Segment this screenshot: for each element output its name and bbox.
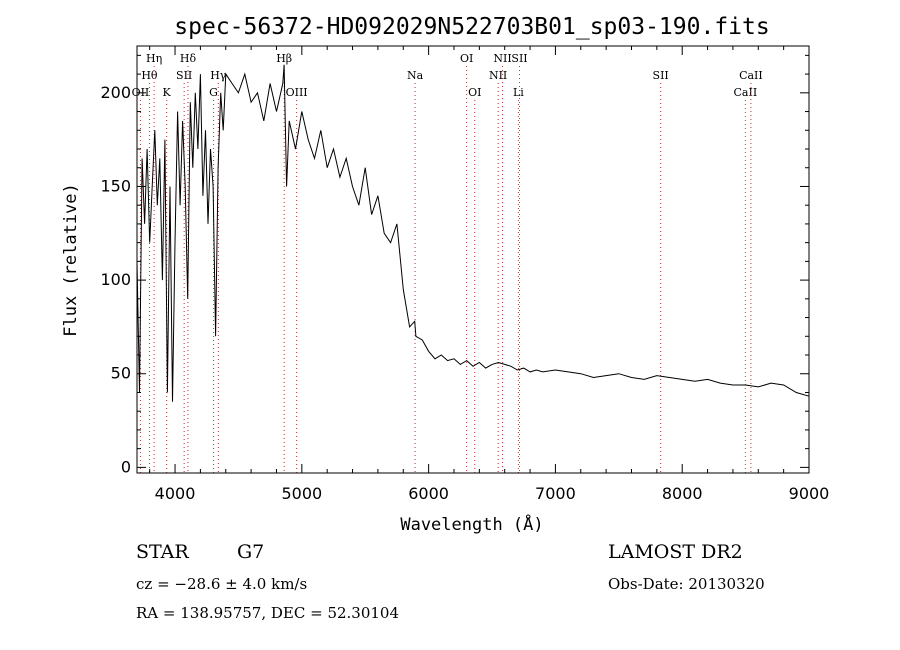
x-tick-label: 5000	[281, 484, 322, 503]
line-marker-label-15: Li	[513, 86, 524, 99]
line-marker-label-9: OIII	[286, 86, 308, 99]
emission-line-markers: OIIHθHηKSIIHδGHγHβOIIINaOIOINIINIILiSIIS…	[132, 52, 763, 473]
line-marker-label-6: G	[209, 86, 218, 99]
y-tick-label: 100	[100, 270, 131, 289]
line-marker-label-7: Hγ	[210, 69, 227, 82]
object-subclass: G7	[237, 541, 265, 563]
object-class: STAR	[136, 541, 189, 563]
axis-ticks: 4000 5000 6000 7000 8000 9000 0 50 100 150 200	[100, 46, 829, 503]
x-tick-label: 9000	[789, 484, 830, 503]
plot-frame	[136, 45, 810, 474]
spectrum-line	[136, 64, 810, 402]
y-axis-label: Flux (relative)	[61, 183, 81, 337]
x-tick-label: 6000	[408, 484, 449, 503]
line-marker-label-10: Na	[407, 69, 424, 82]
line-marker-label-4: SII	[176, 69, 192, 82]
x-tick-label: 8000	[662, 484, 703, 503]
redshift-cz: cz = −28.6 ± 4.0 km/s	[136, 575, 308, 593]
line-marker-label-2: Hη	[146, 52, 162, 65]
line-marker-label-13: NII	[489, 69, 507, 82]
line-marker-label-17: SII	[653, 69, 669, 82]
line-marker-label-11: OI	[460, 52, 473, 65]
observation-date: Obs-Date: 20130320	[608, 575, 765, 593]
line-marker-label-8: Hβ	[276, 52, 292, 65]
line-marker-label-12: OI	[468, 86, 481, 99]
y-tick-label: 0	[121, 457, 131, 476]
line-marker-label-18: CaII	[734, 86, 758, 99]
line-marker-label-19: CaII	[739, 69, 763, 82]
line-marker-label-1: Hθ	[141, 69, 158, 82]
x-tick-label: 4000	[155, 484, 196, 503]
ra-dec: RA = 138.95757, DEC = 52.30104	[136, 604, 400, 622]
survey-name: LAMOST DR2	[608, 541, 743, 563]
x-axis-label: Wavelength (Å)	[400, 513, 543, 535]
spectrum-series	[136, 64, 810, 402]
y-tick-label: 50	[111, 364, 131, 383]
y-tick-label: 200	[100, 83, 131, 102]
line-marker-label-5: Hδ	[180, 52, 197, 65]
y-tick-label: 150	[100, 176, 131, 195]
line-marker-label-3: K	[163, 86, 172, 99]
line-marker-label-14: NII	[493, 52, 511, 65]
chart-title: spec-56372-HD092029N522703B01_sp03-190.f…	[174, 14, 769, 40]
x-tick-label: 7000	[535, 484, 576, 503]
line-marker-label-16: SII	[511, 52, 527, 65]
